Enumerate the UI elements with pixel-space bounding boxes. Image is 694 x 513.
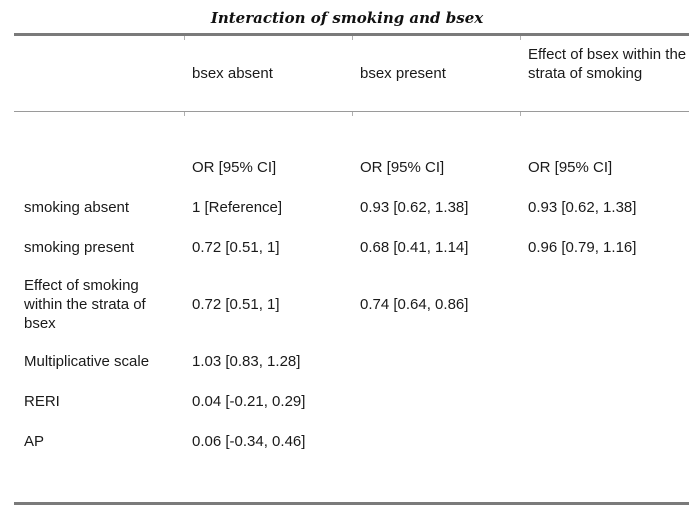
table-cell: 0.72 [0.51, 1] [192, 239, 280, 256]
table-cell: 0.74 [0.64, 0.86] [360, 296, 469, 313]
table-cell: 0.68 [0.41, 1.14] [360, 239, 469, 256]
column-divider-tick [184, 112, 185, 116]
column-header-bsex-absent: bsex absent [192, 65, 273, 82]
row-label-reri: RERI [24, 393, 60, 410]
row-label-effect-of-smoking: Effect of smoking within the strata of b… [24, 277, 146, 332]
column-divider-tick [520, 112, 521, 116]
header-rule [14, 111, 689, 112]
row-label-multiplicative-scale: Multiplicative scale [24, 353, 150, 370]
table-cell: 1.03 [0.83, 1.28] [192, 353, 301, 370]
table-cell: 0.04 [-0.21, 0.29] [192, 393, 306, 410]
table-cell: 0.93 [0.62, 1.38] [528, 199, 637, 216]
table-cell: 0.72 [0.51, 1] [192, 296, 280, 313]
stat-label: OR [95% CI] [192, 159, 277, 176]
row-label-ap: AP [24, 433, 45, 450]
column-header-bsex-present: bsex present [360, 65, 446, 82]
column-divider-tick [520, 36, 521, 40]
stat-label: OR [95% CI] [360, 159, 445, 176]
row-label-smoking-present: smoking present [24, 239, 135, 256]
table-cell: 0.06 [-0.34, 0.46] [192, 433, 306, 450]
table-cell: 0.93 [0.62, 1.38] [360, 199, 469, 216]
column-divider-tick [184, 36, 185, 40]
top-rule [14, 33, 689, 36]
table-cell: 0.96 [0.79, 1.16] [528, 239, 637, 256]
row-label-smoking-absent: smoking absent [24, 199, 130, 216]
stat-label: OR [95% CI] [528, 159, 613, 176]
column-header-effect-of-bsex: Effect of bsex within the strata of smok… [528, 46, 687, 82]
bottom-rule [14, 502, 689, 505]
column-divider-tick [352, 36, 353, 40]
table-title: Interaction of smoking and bsex [210, 9, 484, 27]
column-divider-tick [352, 112, 353, 116]
table-cell: 1 [Reference] [192, 199, 283, 216]
